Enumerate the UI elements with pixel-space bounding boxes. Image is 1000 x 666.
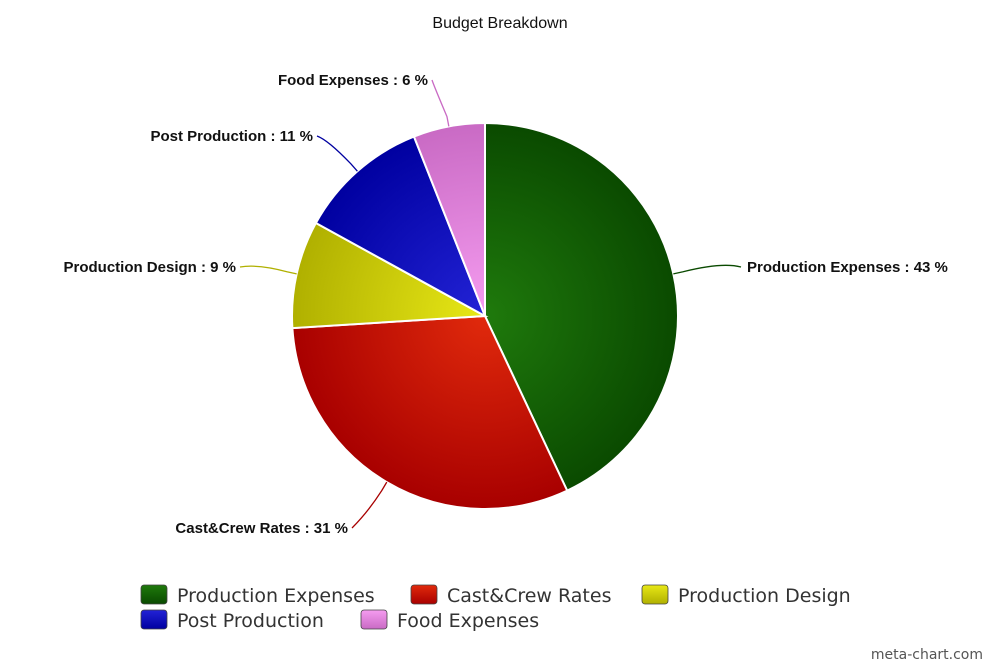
slice-label-production-expenses: Production Expenses : 43 % — [747, 259, 948, 276]
connector-post-production — [316, 135, 358, 172]
pie-slices — [291, 121, 679, 510]
legend-item-post-production[interactable]: Post Production — [140, 609, 324, 632]
connector-cast-crew-rates — [351, 481, 388, 529]
chart-title: Budget Breakdown — [432, 15, 567, 32]
legend-swatch-cast-crew-rates — [410, 584, 438, 605]
connector-production-expenses — [673, 264, 742, 275]
legend-swatch-production-design — [641, 584, 669, 605]
watermark: meta-chart.com — [871, 647, 983, 663]
legend: Production Expenses Cast&Crew Rates Produc… — [140, 584, 851, 632]
slice-labels: Production Expenses : 43 % Cast&Crew Rate… — [63, 72, 947, 537]
slice-label-food-expenses: Food Expenses : 6 % — [278, 72, 428, 89]
legend-swatch-production-expenses — [140, 584, 168, 605]
legend-swatch-food-expenses — [360, 609, 388, 630]
legend-item-cast-crew-rates[interactable]: Cast&Crew Rates — [410, 584, 611, 607]
legend-label-food-expenses: Food Expenses — [397, 610, 539, 632]
legend-item-food-expenses[interactable]: Food Expenses — [360, 609, 539, 632]
connector-food-expenses — [431, 79, 450, 127]
legend-item-production-design[interactable]: Production Design — [641, 584, 851, 607]
pie-slice-food-expenses — [412, 121, 486, 317]
legend-label-cast-crew-rates: Cast&Crew Rates — [447, 585, 611, 607]
slice-label-production-design: Production Design : 9 % — [63, 259, 236, 276]
slice-label-post-production: Post Production : 11 % — [150, 128, 313, 145]
slice-label-cast-crew-rates: Cast&Crew Rates : 31 % — [175, 520, 348, 537]
connector-production-design — [239, 265, 297, 275]
legend-label-production-design: Production Design — [678, 585, 851, 607]
pie-slice-production-design — [291, 221, 489, 330]
pie-slice-cast-crew-rates — [291, 314, 569, 510]
legend-item-production-expenses[interactable]: Production Expenses — [140, 584, 375, 607]
legend-label-production-expenses: Production Expenses — [177, 585, 375, 607]
legend-label-post-production: Post Production — [177, 610, 324, 632]
legend-swatch-post-production — [140, 609, 168, 630]
pie-slice-post-production — [314, 135, 487, 319]
